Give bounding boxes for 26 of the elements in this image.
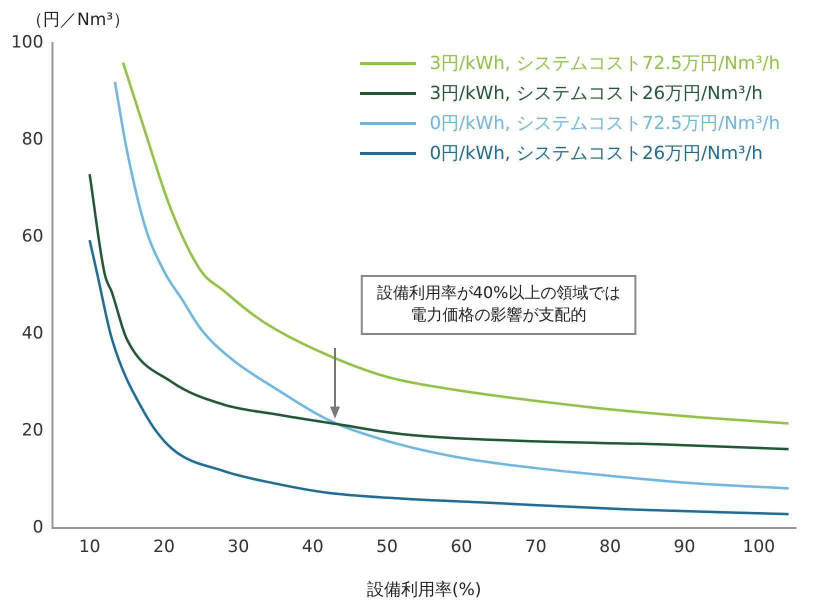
- legend-label: 3円/kWh, システムコスト26万円/Nm³/h: [430, 82, 763, 105]
- y-tick-label: 0: [32, 518, 44, 538]
- y-axis-title: （円／Nm³）: [26, 9, 130, 31]
- legend-label: 3円/kWh, システムコスト72.5万円/Nm³/h: [430, 52, 780, 75]
- annotation: 設備利用率が40%以上の領域では電力価格の影響が支配的: [376, 283, 620, 324]
- x-tick-label: 100: [742, 536, 776, 557]
- x-tick-label: 90: [674, 536, 696, 557]
- x-tick-label: 40: [302, 536, 324, 557]
- line-series: [114, 80, 790, 490]
- y-tick-label: 40: [22, 324, 44, 344]
- x-tick-label: 20: [153, 536, 175, 557]
- x-tick-label: 50: [376, 536, 398, 557]
- legend-label: 0円/kWh, システムコスト72.5万円/Nm³/h: [430, 112, 780, 135]
- line-series: [88, 172, 790, 450]
- y-tick-label: 60: [22, 226, 44, 247]
- y-tick-label: 20: [22, 420, 44, 441]
- x-tick-label: 60: [450, 536, 472, 557]
- y-tick-label: 100: [10, 32, 44, 53]
- legend-label: 0円/kWh, システムコスト26万円/Nm³/h: [430, 142, 763, 165]
- x-tick-label: 10: [78, 536, 100, 557]
- x-tick-label: 80: [599, 536, 621, 557]
- line-series: [88, 238, 790, 516]
- x-tick-label: 30: [228, 536, 250, 557]
- x-axis-title: 設備利用率(%): [367, 580, 482, 600]
- x-tick-label: 70: [524, 536, 547, 557]
- y-tick-label: 80: [22, 130, 44, 150]
